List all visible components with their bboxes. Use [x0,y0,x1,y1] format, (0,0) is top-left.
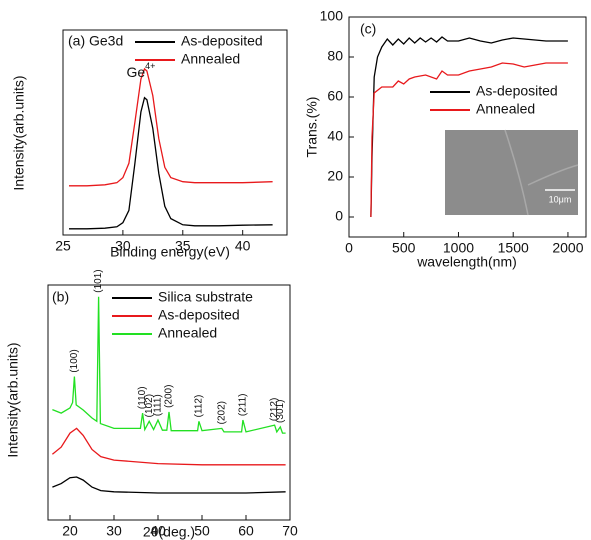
peak-label: (212) [269,398,280,421]
x-tick-label: 25 [55,238,71,254]
x-tick-label: 35 [175,238,191,254]
peak-annotation: Ge4+ [126,61,155,79]
peak-label: (211) [238,394,249,417]
legend-label: Annealed [476,101,535,117]
x-tick-label: 500 [392,240,416,256]
y-tick-label: 100 [320,8,344,24]
y-axis-label: Intensity(arb.units) [11,75,27,190]
annotation-superscript: 4+ [145,61,155,71]
peak-label: (301) [275,400,286,423]
panel-title: (c) [360,21,376,37]
legend-label: As-deposited [476,83,558,99]
grain-boundary [504,129,579,216]
x-tick-label: 40 [235,238,251,254]
x-tick-label: 1000 [443,240,474,256]
peak-label: (202) [216,401,227,424]
scale-label: 10μm [549,194,572,204]
x-tick-label: 0 [345,240,353,256]
x-tick-label: 1500 [498,240,529,256]
plot-frame [47,284,291,521]
panel-title: (b) [52,289,69,305]
plot-frame [348,16,587,238]
peak-label: (111) [153,394,164,416]
inset-image: 10μm [445,129,579,216]
annotation-text: Ge [126,64,145,80]
x-tick-label: 20 [62,523,78,539]
peak-label: (101) [93,269,104,292]
peak-label: (110) [137,386,148,409]
x-tick-label: 2000 [552,240,583,256]
data-line [52,476,286,494]
data-line [51,427,286,466]
legend-label: Annealed [158,325,217,341]
y-tick-label: 40 [327,128,343,144]
peak-label: (112) [194,395,205,418]
x-tick-label: 30 [115,238,131,254]
x-tick-label: 40 [150,523,166,539]
y-axis-label: Intensity(arb.units) [5,342,21,457]
legend-label: As-deposited [158,307,240,323]
y-tick-label: 0 [335,208,343,224]
x-tick-label: 50 [194,523,210,539]
data-line [69,67,273,187]
x-axis-label: 2θ(deg.) [143,524,195,540]
data-line [52,296,286,434]
panel-title: (a) Ge3d [68,33,123,49]
data-line [370,62,568,218]
legend-label: As-deposited [181,33,263,49]
y-tick-label: 20 [327,168,343,184]
legend-label: Annealed [181,51,240,67]
legend-label: Silica substrate [158,289,253,305]
plot-frame [62,29,288,236]
x-tick-label: 60 [238,523,254,539]
peak-label: (200) [164,385,175,408]
y-tick-label: 60 [327,88,343,104]
x-tick-label: 70 [282,523,298,539]
data-line [69,96,273,230]
peak-label: (100) [69,349,80,372]
data-line [370,36,568,218]
x-axis-label: wavelength(nm) [416,254,517,270]
y-axis-label: Trans.(%) [304,97,320,158]
y-tick-label: 80 [327,48,343,64]
x-axis-label: Binding energy(eV) [110,244,230,260]
peak-label: (102) [144,394,155,417]
x-tick-label: 30 [106,523,122,539]
